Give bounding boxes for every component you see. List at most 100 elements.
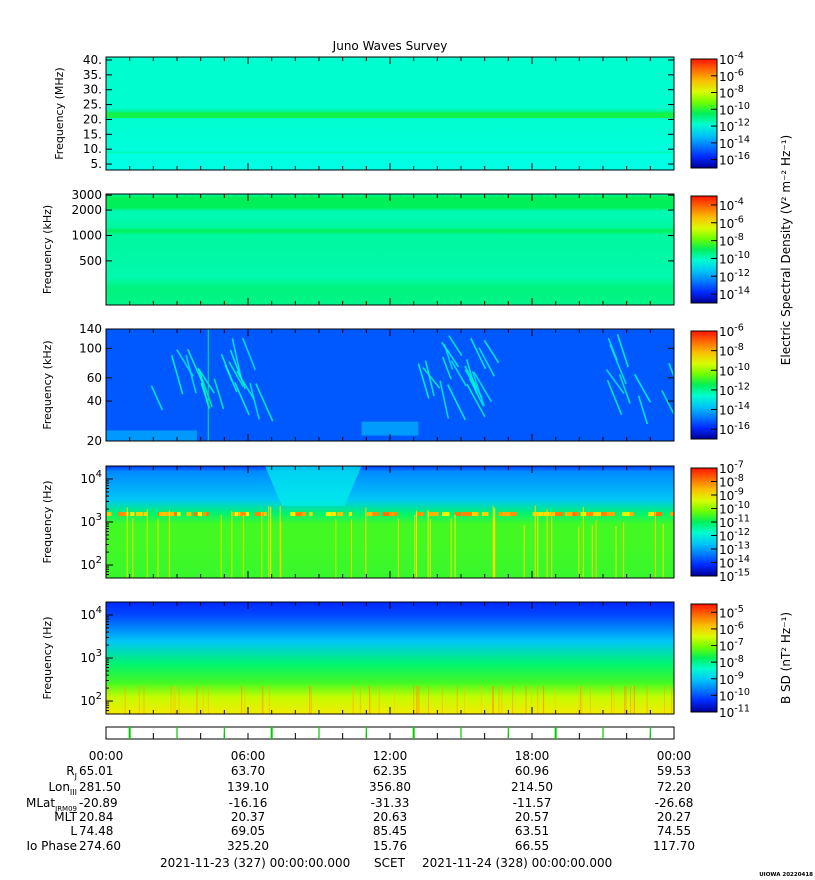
ephemeris-label: Io Phase	[26, 839, 77, 853]
ephemeris-value: -20.89	[79, 796, 118, 810]
ephemeris-value: -26.68	[655, 796, 694, 810]
colorbar-3-tick-label: 10-16	[719, 421, 750, 437]
ephemeris-value: 20.84	[79, 810, 113, 824]
colorbar-3-tick-label: 10-8	[719, 342, 744, 358]
colorbar-2-tick-label: 10-10	[719, 250, 750, 266]
ephemeris-value: 74.55	[657, 824, 691, 838]
ephemeris-value: 15.76	[373, 839, 407, 853]
panel-2-background	[106, 194, 674, 305]
colorbar-5-tick-label: 10-9	[719, 670, 744, 686]
ephemeris-value: -11.57	[513, 796, 552, 810]
ephemeris-value: 63.51	[515, 824, 549, 838]
ytick-label: 103	[80, 648, 102, 665]
panel-4-features	[106, 466, 674, 578]
ephemeris-value: 63.70	[231, 764, 265, 778]
ytick-label: 102	[80, 691, 102, 708]
panel-5-background	[106, 602, 674, 714]
colorbar-5-tick-label: 10-6	[719, 621, 744, 637]
colorbar-1-tick-label: 10-10	[719, 101, 750, 117]
panel-5-ylabel: Frequency (Hz)	[41, 617, 54, 700]
ytick-label: 102	[80, 555, 102, 572]
ephemeris-value: 274.60	[79, 839, 121, 853]
ytick-label: 104	[80, 469, 102, 486]
ytick-label: 40.	[83, 53, 102, 67]
spectrogram-panel-5: 102 103 104 Frequency (Hz)	[41, 601, 675, 715]
colorbar-3-tick-label: 10-12	[719, 382, 750, 398]
colorbar-1-tick-label: 10-14	[719, 134, 750, 150]
ephemeris-value: 117.70	[653, 839, 695, 853]
colorbar-1-tick-label: 10-6	[719, 67, 744, 83]
ephemeris-value: 59.53	[657, 764, 691, 778]
ephemeris-value: 356.80	[369, 780, 411, 794]
ytick-label: 20.	[83, 112, 102, 126]
colorbar-3: 10-6 10-8 10-10 10-12 10-14 10-16	[690, 323, 750, 440]
colorbar-5-tick-label: 10-10	[719, 687, 750, 703]
ytick-label: 104	[80, 605, 102, 622]
ephemeris-value: 139.10	[227, 780, 269, 794]
ytick-label: 60	[87, 371, 102, 385]
ytick-label: 35.	[83, 68, 102, 82]
colorbar-2-tick-label: 10-12	[719, 268, 750, 284]
ephemeris-label: RJ	[66, 764, 77, 781]
start-time: 2021-11-23 (327) 00:00:00.000	[160, 856, 350, 870]
panel-4-ylabel: Frequency (Hz)	[41, 481, 54, 564]
ytick-label: 2000	[71, 203, 102, 217]
ytick-label: 15.	[83, 127, 102, 141]
ephemeris-value: 65.01	[79, 764, 113, 778]
colorbar-4-tick-label: 10-14	[719, 554, 750, 570]
panel-4-background	[106, 466, 674, 578]
ephemeris-value: 20.63	[373, 810, 407, 824]
colorbar-4-tick-label: 10-12	[719, 527, 750, 543]
colorbar-1-tick-label: 10-12	[719, 118, 750, 134]
ytick-label: 1000	[71, 228, 102, 242]
panel-3-features	[106, 329, 674, 441]
ytick-label: 140	[79, 322, 102, 336]
colorbar-5-tick-label: 10-11	[719, 704, 750, 720]
ephemeris-value: 74.48	[79, 824, 113, 838]
ephemeris-value: -16.16	[229, 796, 268, 810]
colorbar-1-tick-label: 10-4	[719, 51, 744, 67]
panel-2-ylabel: Frequency (kHz)	[41, 205, 54, 294]
colorbar-2-tick-label: 10-8	[719, 232, 744, 248]
scet-label: SCET	[374, 856, 406, 870]
xtick-label: 12:00	[373, 749, 408, 763]
colorbar-4-tick-label: 10-11	[719, 514, 750, 530]
panel-1-ylabel: Frequency (MHz)	[53, 67, 66, 159]
colorbar-5-tick-label: 10-8	[719, 654, 744, 670]
ytick-label: 500	[79, 254, 102, 268]
ephemeris-value: 20.57	[515, 810, 549, 824]
end-time: 2021-11-24 (328) 00:00:00.000	[422, 856, 612, 870]
ephemeris-label: LonIII	[49, 780, 78, 797]
xtick-label: 00:00	[657, 749, 692, 763]
colorbar-4-tick-label: 10-9	[719, 487, 744, 503]
colorbar-2-tick-label: 10-4	[719, 197, 744, 213]
colorbar-4: 10-710-810-910-1010-1110-1210-1310-1410-…	[690, 460, 750, 584]
xtick-label: 00:00	[89, 749, 124, 763]
colorbar-4-tick-label: 10-15	[719, 568, 750, 584]
ephemeris-value: 281.50	[79, 780, 121, 794]
ephemeris-value: 20.27	[657, 810, 691, 824]
ephemeris-label: L	[70, 824, 77, 838]
ephemeris-label: MLT	[54, 810, 77, 824]
colorbar-5-tick-label: 10-5	[719, 604, 744, 620]
xtick-label: 18:00	[515, 749, 550, 763]
colorbar-4-tick-label: 10-10	[719, 500, 750, 516]
colorbar-2-tick-label: 10-6	[719, 214, 744, 230]
colorbar-4-tick-label: 10-7	[719, 460, 744, 476]
spectrogram-panel-1: 5.10.15.20.25.30.35.40. Frequency (MHz)	[53, 53, 675, 171]
ytick-label: 30.	[83, 83, 102, 97]
colorbar-1-tick-label: 10-16	[719, 151, 750, 167]
colorbar-3-tick-label: 10-14	[719, 401, 750, 417]
ephemeris-value: 62.35	[373, 764, 407, 778]
ephemeris-value: 66.55	[515, 839, 549, 853]
ephemeris-value: 85.45	[373, 824, 407, 838]
ephemeris-value: 325.20	[227, 839, 269, 853]
ephemeris-value: 214.50	[511, 780, 553, 794]
colorbar-4-tick-label: 10-13	[719, 541, 750, 557]
ephemeris-label: MLatJRM09	[26, 796, 77, 813]
ephemeris-value: 72.20	[657, 780, 691, 794]
colorbar-4-tick-label: 10-8	[719, 473, 744, 489]
